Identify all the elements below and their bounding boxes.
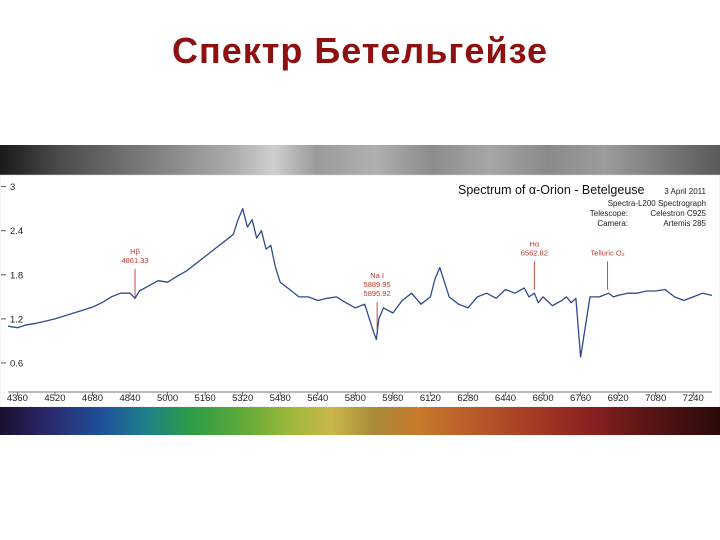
x-tick-label: 5320 (232, 393, 253, 404)
x-tick-label: 6440 (495, 393, 516, 404)
annotation-label: 4861.33 (121, 256, 148, 265)
chart-date: 3 April 2011 (664, 187, 706, 196)
annotation-label: 5895.92 (364, 289, 391, 298)
y-axis-ticks: 0.6 1.2 1.8 2.4 3 (1, 182, 23, 369)
spectrum-series-line (7, 208, 713, 358)
chart-title: Spectrum of α-Orion - Betelgeuse (458, 183, 645, 197)
x-tick-label: 5000 (157, 393, 178, 404)
info-label: Telescope: (590, 209, 628, 218)
x-tick-label: 4360 (7, 393, 28, 404)
x-tick-label: 5480 (270, 393, 291, 404)
y-tick-label: 0.6 (10, 358, 23, 369)
spectrum-figure: 0.6 1.2 1.8 2.4 3 4360 4520 4680 4840 5000 5160 53… (0, 145, 720, 435)
x-tick-label: 4680 (82, 393, 103, 404)
x-tick-label: 7240 (683, 393, 704, 404)
x-tick-label: 7080 (645, 393, 666, 404)
annotation-label: 5889.95 (364, 280, 391, 289)
annotation-label: Na I (370, 271, 384, 280)
x-tick-label: 6120 (420, 393, 441, 404)
slide-title: Спектр Бетельгейзе (171, 30, 549, 71)
y-tick-label: 1.8 (10, 270, 23, 281)
y-tick-label: 2.4 (10, 226, 23, 237)
x-tick-label: 5160 (195, 393, 216, 404)
color-spectrum-strip (0, 407, 720, 435)
chart-info-block: Spectrum of α-Orion - Betelgeuse 3 April… (458, 183, 707, 228)
annotation-label: Hβ (130, 247, 140, 256)
info-value: Celestron C925 (650, 209, 706, 218)
y-tick-label: 1.2 (10, 314, 23, 325)
x-axis-ticks: 4360 4520 4680 4840 5000 5160 5320 5480 5640 5800… (7, 391, 712, 404)
annotation-label: Telluric O₂ (590, 249, 624, 258)
annotation-label: Hα (529, 240, 539, 249)
x-tick-label: 6920 (608, 393, 629, 404)
x-tick-label: 6280 (457, 393, 478, 404)
x-tick-label: 6600 (532, 393, 553, 404)
x-tick-label: 4840 (119, 393, 140, 404)
info-label: Camera: (597, 219, 628, 228)
x-tick-label: 5800 (345, 393, 366, 404)
annotation-label: 6562.82 (521, 249, 548, 258)
plot-background (0, 174, 720, 408)
x-tick-label: 6760 (570, 393, 591, 404)
x-tick-label: 5960 (382, 393, 403, 404)
x-tick-label: 5640 (307, 393, 328, 404)
x-tick-label: 4520 (44, 393, 65, 404)
grayscale-spectrum-strip (0, 145, 720, 175)
y-tick-label: 3 (10, 182, 15, 193)
series-layer (7, 208, 713, 358)
info-value: Spectra-L200 Spectrograph (608, 199, 706, 208)
spectrum-chart: 0.6 1.2 1.8 2.4 3 4360 4520 4680 4840 5000 5160 53… (0, 145, 720, 435)
info-value: Artemis 285 (663, 219, 706, 228)
